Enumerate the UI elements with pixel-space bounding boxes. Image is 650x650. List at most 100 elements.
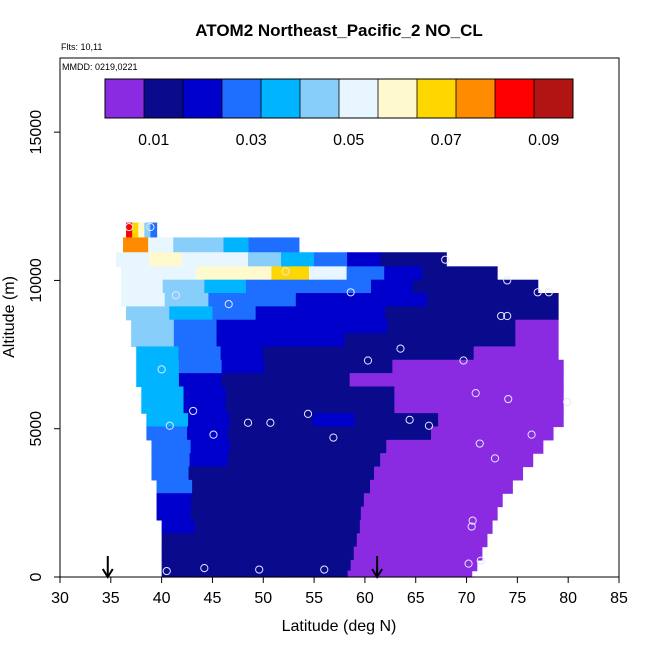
heatmap-cell xyxy=(389,533,423,548)
heatmap-cell xyxy=(212,306,257,321)
heatmap-cell xyxy=(267,399,311,414)
heatmap-cell xyxy=(309,426,351,441)
sample-point xyxy=(162,566,171,576)
colorbar-swatch xyxy=(417,79,457,118)
heatmap-cell xyxy=(456,453,496,468)
heatmap-cell xyxy=(188,466,227,481)
heatmap-cell xyxy=(494,453,534,468)
heatmap-cell xyxy=(512,426,554,441)
heatmap-cell xyxy=(470,293,515,307)
heatmap-cell xyxy=(161,533,195,548)
heatmap-cell xyxy=(417,546,451,561)
heatmap-cell xyxy=(392,519,427,534)
dates-label: MMDD: 0219,0221 xyxy=(62,62,138,72)
heatmap-cell xyxy=(310,399,353,414)
heatmap-cell xyxy=(436,386,480,401)
heatmap-cell xyxy=(387,333,431,348)
heatmap-cell xyxy=(136,359,180,374)
heatmap-cell xyxy=(477,359,522,374)
heatmap-cell xyxy=(225,493,261,508)
colorbar-swatch xyxy=(105,79,145,118)
heatmap-cell xyxy=(464,439,505,454)
heatmap-cell xyxy=(273,237,300,253)
heatmap-cell xyxy=(216,333,260,348)
heatmap-cell xyxy=(380,252,414,267)
heatmap-cell xyxy=(478,399,522,414)
sample-point xyxy=(503,311,512,321)
heatmap-cell xyxy=(131,319,175,334)
colorbar-swatch xyxy=(495,79,535,118)
heatmap-cell xyxy=(477,373,522,388)
heatmap-cell xyxy=(268,426,310,441)
heatmap-cell xyxy=(426,293,472,307)
x-tick-label: 70 xyxy=(458,590,476,607)
heatmap-cell xyxy=(459,266,498,281)
sample-point xyxy=(171,291,180,300)
heatmap-cell xyxy=(473,346,517,361)
heatmap-cell xyxy=(462,506,498,521)
heatmap-cell xyxy=(120,279,164,294)
heatmap-cell xyxy=(224,506,260,521)
sample-point xyxy=(503,276,512,285)
heatmap-cell xyxy=(454,279,497,294)
heatmap-cell xyxy=(248,252,282,267)
colorbar-tick-label: 0.05 xyxy=(333,132,364,149)
heatmap-cell xyxy=(329,279,372,294)
heatmap-cell xyxy=(295,293,341,307)
heatmap-cell xyxy=(294,493,330,508)
heatmap-cell xyxy=(314,252,348,267)
sample-point xyxy=(157,365,166,374)
heatmap-cell xyxy=(123,237,149,253)
heatmap-cell xyxy=(178,373,223,388)
heatmap-cell xyxy=(192,570,225,578)
chart-title: ATOM2 Northeast_Pacific_2 NO_CL xyxy=(195,21,483,40)
heatmap-cell xyxy=(193,559,226,572)
heatmap-cell xyxy=(440,570,473,578)
x-tick-label: 45 xyxy=(204,590,222,607)
colorbar-swatch xyxy=(261,79,301,118)
heatmap-cell xyxy=(394,506,430,521)
heatmap-cell xyxy=(141,386,185,401)
sample-point xyxy=(527,430,536,439)
heatmap-cell xyxy=(190,506,226,521)
heatmap-cell xyxy=(433,493,469,508)
sample-point xyxy=(200,564,209,573)
heatmap-cell xyxy=(151,439,192,454)
heatmap-cell xyxy=(319,559,352,572)
heatmap-cell xyxy=(382,559,415,572)
heatmap-cell xyxy=(136,346,180,361)
x-tick-label: 35 xyxy=(102,590,120,607)
heatmap-cell xyxy=(115,252,150,267)
heatmap-cell xyxy=(264,373,308,388)
y-tick-label: 15000 xyxy=(28,110,45,155)
heatmap-cell xyxy=(304,346,348,361)
heatmap-cell xyxy=(520,399,564,414)
x-tick-label: 75 xyxy=(508,590,526,607)
heatmap-cell xyxy=(146,426,188,441)
heatmap-cell xyxy=(409,570,442,578)
heatmap-cell xyxy=(293,519,328,534)
colorbar-tick-label: 0.09 xyxy=(528,132,559,149)
heatmap-cell xyxy=(227,479,264,494)
heatmap-cell xyxy=(354,413,398,428)
colorbar-swatch xyxy=(378,79,418,118)
heatmap-cell xyxy=(428,506,464,521)
heatmap-cell xyxy=(271,413,314,428)
heatmap-cell xyxy=(514,306,559,321)
heatmap-cell xyxy=(267,386,311,401)
heatmap-cell xyxy=(428,306,473,321)
heatmap-cell xyxy=(301,333,346,348)
heatmap-cell xyxy=(412,279,455,294)
heatmap-cell xyxy=(347,252,381,267)
colorbar-swatch xyxy=(183,79,223,118)
heatmap-cell xyxy=(198,237,225,253)
colorbar-frame xyxy=(104,78,574,119)
x-axis-label: Latitude (deg N) xyxy=(282,618,397,635)
sample-point xyxy=(165,421,174,430)
heatmap-cell xyxy=(321,546,355,561)
x-tick-label: 60 xyxy=(356,590,374,607)
heatmap-cell xyxy=(467,493,503,508)
heatmap-cell xyxy=(347,346,390,361)
heatmap-cell xyxy=(299,466,338,481)
heatmap-cell xyxy=(187,426,229,441)
